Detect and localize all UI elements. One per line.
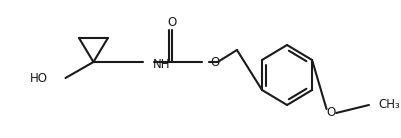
Text: O: O: [209, 55, 219, 68]
Text: HO: HO: [30, 71, 48, 84]
Text: CH₃: CH₃: [378, 99, 399, 112]
Text: O: O: [167, 15, 176, 29]
Text: O: O: [326, 107, 335, 120]
Text: NH: NH: [153, 58, 170, 71]
